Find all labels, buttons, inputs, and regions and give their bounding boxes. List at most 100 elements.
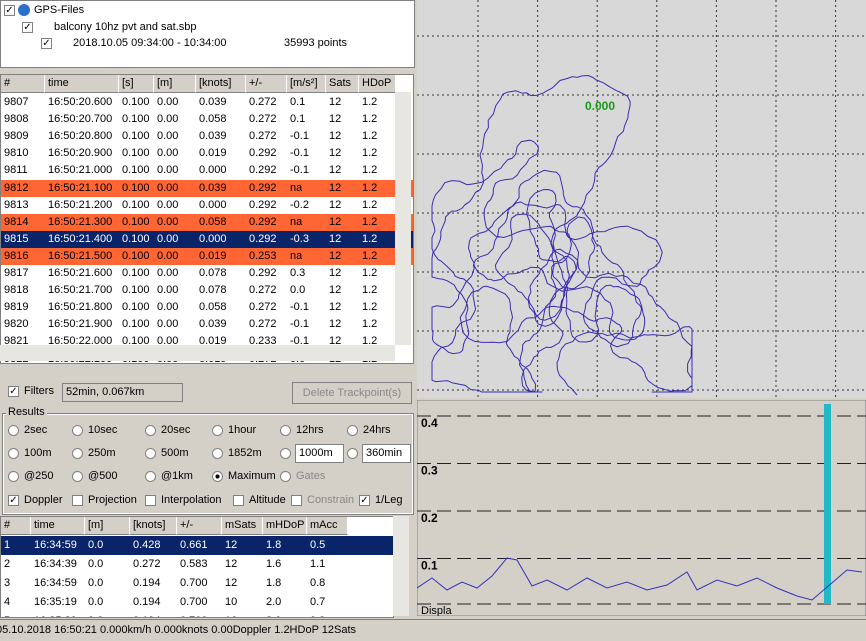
table-row[interactable]	[1, 299, 413, 317]
table-row[interactable]	[1, 282, 413, 300]
checkbox-label[interactable]: Doppler	[24, 494, 63, 506]
checkbox-label[interactable]: 1/Leg	[375, 494, 403, 506]
column-header[interactable]: HDoP	[359, 75, 396, 93]
radio[interactable]	[8, 425, 19, 436]
column-header[interactable]: [m]	[85, 517, 130, 535]
radio[interactable]	[347, 425, 358, 436]
checkbox[interactable]: ✓	[8, 495, 19, 506]
table-cell: 1.2	[362, 113, 378, 126]
checkbox[interactable]	[72, 495, 83, 506]
radio-label[interactable]: 12hrs	[296, 424, 324, 436]
table-row[interactable]	[1, 196, 413, 214]
profile-chart[interactable]: Displa 0.4 0.3 0.2 0.1	[417, 400, 866, 616]
checkbox-label[interactable]: Projection	[88, 494, 137, 506]
table-row[interactable]	[1, 574, 393, 593]
radio-label[interactable]: @250	[24, 470, 54, 482]
table-row[interactable]	[1, 111, 413, 129]
radio-field[interactable]: 360min	[362, 444, 411, 463]
radio-label[interactable]: 24hrs	[363, 424, 391, 436]
radio-label[interactable]: 10sec	[88, 424, 118, 436]
table-row[interactable]	[1, 213, 413, 231]
radio[interactable]	[8, 471, 19, 482]
table-cell: -0.1	[290, 164, 309, 177]
radio-label[interactable]: 1852m	[228, 447, 262, 459]
radio[interactable]	[212, 448, 223, 459]
radio[interactable]	[212, 425, 223, 436]
table-row[interactable]	[1, 265, 413, 283]
radio-label[interactable]: 20sec	[161, 424, 191, 436]
radio-label[interactable]: 100m	[24, 447, 52, 459]
table-row[interactable]	[1, 179, 413, 197]
radio[interactable]	[72, 448, 83, 459]
radio-label[interactable]: Maximum	[228, 470, 276, 482]
column-header[interactable]: mAcc	[307, 517, 348, 535]
table-row[interactable]	[1, 593, 393, 612]
table-cell: 12	[329, 284, 342, 297]
column-header[interactable]: [s]	[119, 75, 154, 93]
column-header[interactable]: [m]	[154, 75, 196, 93]
radio[interactable]	[72, 425, 83, 436]
radio[interactable]	[8, 448, 19, 459]
table-cell: 0.00	[157, 215, 179, 228]
column-header[interactable]: Sats	[326, 75, 359, 93]
checkbox-label[interactable]: Interpolation	[161, 494, 222, 506]
checkbox[interactable]: ✓	[359, 495, 370, 506]
column-header[interactable]: mSats	[222, 517, 263, 535]
results-table[interactable]: # time [m] [knots] +/- mSats mHDoP mAcc 1 16:34:5…	[0, 516, 394, 618]
filters-label[interactable]: Filters	[24, 385, 54, 397]
trackpoint-table[interactable]: # time [s] [m] [knots] +/- [m/s²] Sats HDoP 9807 1…	[0, 74, 414, 364]
table-row[interactable]	[1, 94, 413, 112]
radio-label[interactable]: 500m	[161, 447, 189, 459]
table-row[interactable]	[1, 316, 413, 334]
column-header[interactable]: mHDoP	[263, 517, 307, 535]
table-row[interactable]	[1, 536, 393, 555]
filters-checkbox[interactable]: ✓	[8, 386, 19, 397]
table-cell: 16:50:21.000	[48, 164, 113, 177]
checkbox[interactable]	[145, 495, 156, 506]
column-header[interactable]: +/-	[177, 517, 222, 535]
radio-label[interactable]: 250m	[88, 447, 116, 459]
checkbox[interactable]	[233, 495, 244, 506]
radio[interactable]	[347, 448, 358, 459]
table-row[interactable]	[1, 612, 393, 617]
table-row[interactable]	[1, 555, 393, 574]
radio[interactable]	[145, 425, 156, 436]
tree-root[interactable]: GPS-Files	[34, 4, 85, 16]
radio-field[interactable]: 1000m	[295, 444, 344, 463]
track-map[interactable]: 0.000	[417, 0, 866, 398]
tree-file[interactable]: balcony 10hz pvt and sat.sbp	[54, 21, 197, 33]
table-row[interactable]	[1, 162, 413, 180]
table-row[interactable]	[1, 247, 413, 265]
radio[interactable]	[212, 471, 223, 482]
table-row[interactable]	[1, 145, 413, 163]
table-cell: 0.700	[177, 612, 222, 617]
column-header[interactable]: [knots]	[196, 75, 246, 93]
v-scrollbar[interactable]	[395, 92, 411, 345]
v-scrollbar[interactable]	[393, 516, 409, 616]
h-scrollbar[interactable]	[0, 345, 395, 361]
column-header[interactable]: [knots]	[130, 517, 177, 535]
tree-track[interactable]: 2018.10.05 09:34:00 - 10:34:00	[73, 37, 227, 49]
column-header[interactable]: #	[1, 75, 45, 93]
table-row[interactable]	[1, 128, 413, 146]
radio[interactable]	[280, 448, 291, 459]
column-header[interactable]: [m/s²]	[287, 75, 326, 93]
table-cell: 0.058	[199, 215, 227, 228]
delete-button[interactable]: Delete Trackpoint(s)	[292, 382, 412, 404]
radio[interactable]	[145, 471, 156, 482]
table-cell: 12	[329, 267, 342, 279]
radio[interactable]	[145, 448, 156, 459]
radio-label[interactable]: 2sec	[24, 424, 48, 436]
column-header[interactable]: time	[45, 75, 119, 93]
column-header[interactable]: +/-	[246, 75, 287, 93]
radio-label[interactable]: 1hour	[228, 424, 257, 436]
radio-label[interactable]: @500	[88, 470, 118, 482]
radio-label[interactable]: @1km	[161, 470, 193, 482]
table-row[interactable]	[1, 230, 413, 248]
radio[interactable]	[72, 471, 83, 482]
column-header[interactable]: #	[1, 517, 31, 535]
checkbox-label[interactable]: Altitude	[249, 494, 286, 506]
column-header[interactable]: time	[31, 517, 85, 535]
radio[interactable]	[280, 425, 291, 436]
table-cell: 12	[329, 335, 342, 348]
